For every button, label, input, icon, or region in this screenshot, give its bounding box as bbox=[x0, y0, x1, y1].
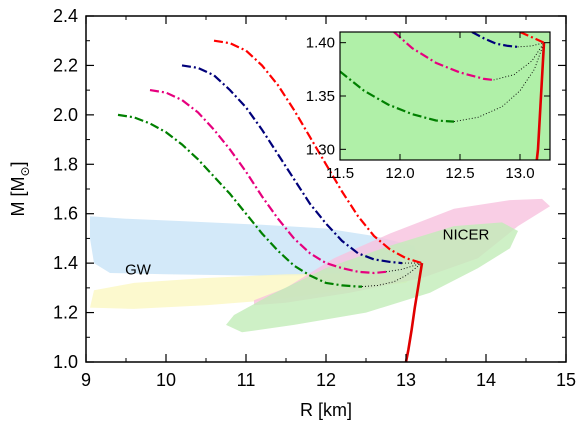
inset-series-dotted-extension-2 bbox=[493, 42, 545, 81]
inset-series-line-1 bbox=[340, 70, 455, 123]
inset-solid-branch-line bbox=[535, 42, 546, 160]
confidence-region-4 bbox=[226, 222, 518, 333]
main-plot-area: GW NICER 9 10 11 12 13 14 15 1.0 1.2 1.4 1.6 1.8 2.0 2… bbox=[8, 6, 576, 420]
x-tick-label: 9 bbox=[81, 370, 91, 390]
x-tick-label: 12 bbox=[316, 370, 336, 390]
series-line-2 bbox=[149, 89, 387, 275]
y-axis-title-close: ] bbox=[8, 161, 28, 166]
inset-y-tick-label: 1.40 bbox=[306, 35, 335, 52]
x-tick-label: 13 bbox=[396, 370, 416, 390]
x-axis-title: R [km] bbox=[300, 400, 352, 420]
inset-series-dotted-extension-1 bbox=[453, 42, 545, 123]
x-tick-label: 15 bbox=[556, 370, 576, 390]
main-plot-contents: GW NICER bbox=[90, 39, 550, 362]
inset-series-line-3 bbox=[471, 32, 518, 48]
x-tick-label: 11 bbox=[237, 370, 256, 390]
y-tick-label: 2.0 bbox=[53, 105, 78, 125]
series-line-3 bbox=[181, 64, 403, 265]
y-tick-label: 1.4 bbox=[53, 253, 78, 273]
series-line-4 bbox=[213, 39, 423, 265]
y-tick-label: 1.6 bbox=[53, 204, 78, 224]
y-axis-title: M [M⊙] bbox=[8, 161, 32, 216]
y-tick-label: 1.8 bbox=[53, 154, 78, 174]
y-axis-title-subscript: ⊙ bbox=[18, 166, 32, 176]
y-tick-label: 1.0 bbox=[53, 352, 78, 372]
main-axis-ticks: 9 10 11 12 13 14 15 1.0 1.2 1.4 1.6 1.8 2.0 2.2 2.4 bbox=[53, 6, 576, 390]
inset-y-tick-label: 1.35 bbox=[306, 88, 335, 105]
inset-series-line-2 bbox=[393, 32, 494, 82]
series-line-1 bbox=[117, 113, 362, 288]
y-axis-title-main: M [M bbox=[8, 177, 28, 217]
inset-plot-contents bbox=[340, 32, 546, 160]
y-tick-label: 2.2 bbox=[53, 55, 78, 75]
solid-branch-line bbox=[404, 262, 424, 362]
inset-plot-area: 11.5 12.0 12.5 13.0 1.30 1.35 1.40 bbox=[306, 31, 551, 182]
y-tick-label: 2.4 bbox=[53, 6, 78, 26]
inset-series-line-4 bbox=[519, 32, 545, 44]
inset-x-tick-label: 13.0 bbox=[505, 165, 534, 182]
inset-axis-ticks: 11.5 12.0 12.5 13.0 1.30 1.35 1.40 bbox=[306, 32, 550, 182]
inset-x-tick-label: 11.5 bbox=[326, 165, 354, 182]
inset-x-tick-label: 12.5 bbox=[445, 165, 474, 182]
inset-x-tick-label: 12.0 bbox=[385, 165, 414, 182]
series-dotted-extension-1 bbox=[361, 262, 423, 288]
region-label-nicer: NICER bbox=[443, 227, 490, 244]
x-tick-label: 10 bbox=[156, 370, 176, 390]
y-tick-label: 1.2 bbox=[53, 303, 78, 323]
region-label-gw: GW bbox=[125, 261, 152, 278]
inset-y-tick-label: 1.30 bbox=[306, 141, 335, 158]
x-tick-label: 14 bbox=[476, 370, 496, 390]
